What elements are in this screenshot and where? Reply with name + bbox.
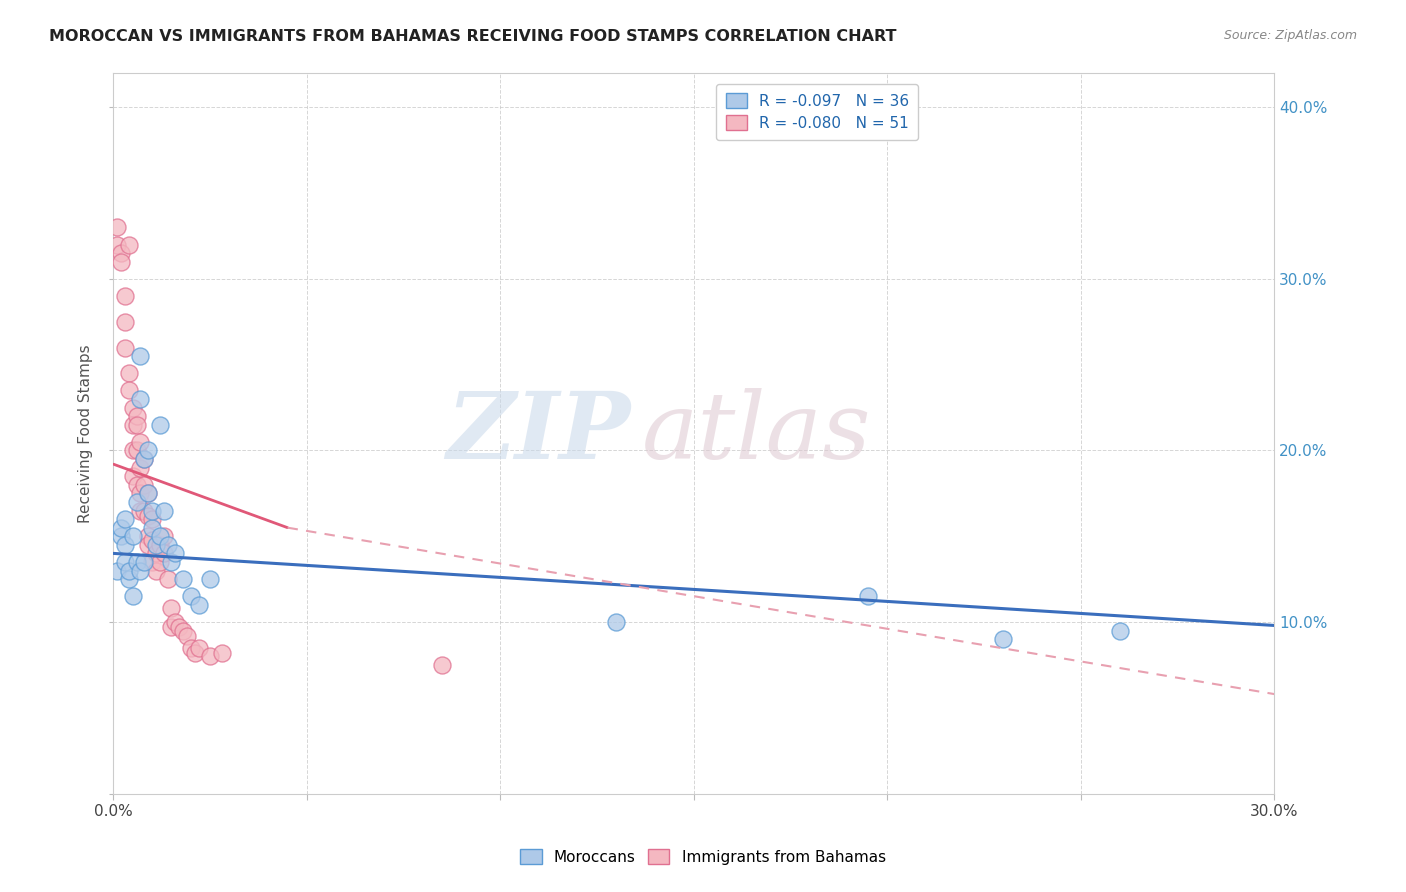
Point xyxy=(114,341,136,355)
Point xyxy=(156,538,179,552)
Point xyxy=(118,572,141,586)
Point xyxy=(211,646,233,660)
Point xyxy=(129,460,152,475)
Point xyxy=(129,392,152,406)
Point xyxy=(167,620,190,634)
Point xyxy=(110,529,132,543)
Point xyxy=(134,452,156,467)
Point xyxy=(136,529,159,543)
Point xyxy=(125,443,148,458)
Point xyxy=(110,246,132,260)
Point xyxy=(145,546,167,560)
Point xyxy=(156,572,179,586)
Point xyxy=(114,512,136,526)
Point xyxy=(110,254,132,268)
Point xyxy=(105,237,128,252)
Point xyxy=(114,289,136,303)
Point xyxy=(145,564,167,578)
Point xyxy=(198,649,221,664)
Point xyxy=(121,443,143,458)
Point xyxy=(136,508,159,523)
Point xyxy=(993,632,1015,647)
Point xyxy=(1108,624,1130,638)
Point xyxy=(432,657,454,672)
Y-axis label: Receiving Food Stamps: Receiving Food Stamps xyxy=(79,344,93,523)
Point xyxy=(165,546,187,560)
Point xyxy=(118,384,141,398)
Point xyxy=(160,601,183,615)
Point xyxy=(125,495,148,509)
Point xyxy=(121,589,143,603)
Point xyxy=(180,640,202,655)
Point xyxy=(114,555,136,569)
Point xyxy=(176,629,198,643)
Point xyxy=(114,538,136,552)
Point xyxy=(110,521,132,535)
Point xyxy=(187,598,209,612)
Point xyxy=(605,615,627,629)
Point xyxy=(141,512,163,526)
Point xyxy=(183,646,205,660)
Point xyxy=(118,366,141,380)
Point xyxy=(129,564,152,578)
Point xyxy=(145,538,167,552)
Point xyxy=(121,401,143,415)
Point xyxy=(105,220,128,235)
Point xyxy=(198,572,221,586)
Point xyxy=(172,624,194,638)
Point xyxy=(134,503,156,517)
Point xyxy=(134,452,156,467)
Point xyxy=(121,529,143,543)
Point xyxy=(125,417,148,432)
Point xyxy=(136,486,159,500)
Point xyxy=(152,529,174,543)
Point xyxy=(149,555,172,569)
Point xyxy=(160,555,183,569)
Point xyxy=(152,546,174,560)
Point xyxy=(136,443,159,458)
Legend: R = -0.097   N = 36, R = -0.080   N = 51: R = -0.097 N = 36, R = -0.080 N = 51 xyxy=(717,84,918,140)
Text: atlas: atlas xyxy=(641,388,872,478)
Point xyxy=(129,434,152,449)
Point xyxy=(141,533,163,547)
Point xyxy=(134,477,156,491)
Point xyxy=(125,409,148,424)
Point xyxy=(180,589,202,603)
Point xyxy=(118,564,141,578)
Point xyxy=(134,555,156,569)
Point xyxy=(125,555,148,569)
Point xyxy=(149,529,172,543)
Point xyxy=(141,555,163,569)
Point xyxy=(141,503,163,517)
Text: ZIP: ZIP xyxy=(446,388,630,478)
Point xyxy=(856,589,879,603)
Point xyxy=(141,521,163,535)
Point xyxy=(172,572,194,586)
Point xyxy=(125,477,148,491)
Point xyxy=(129,503,152,517)
Point xyxy=(118,237,141,252)
Point xyxy=(121,417,143,432)
Legend: Moroccans, Immigrants from Bahamas: Moroccans, Immigrants from Bahamas xyxy=(515,843,891,871)
Point xyxy=(136,538,159,552)
Point xyxy=(152,503,174,517)
Point xyxy=(187,640,209,655)
Point xyxy=(129,349,152,363)
Point xyxy=(121,469,143,483)
Text: Source: ZipAtlas.com: Source: ZipAtlas.com xyxy=(1223,29,1357,42)
Point xyxy=(149,417,172,432)
Point xyxy=(129,486,152,500)
Point xyxy=(160,620,183,634)
Point xyxy=(114,315,136,329)
Point xyxy=(105,564,128,578)
Point xyxy=(165,615,187,629)
Text: MOROCCAN VS IMMIGRANTS FROM BAHAMAS RECEIVING FOOD STAMPS CORRELATION CHART: MOROCCAN VS IMMIGRANTS FROM BAHAMAS RECE… xyxy=(49,29,897,44)
Point xyxy=(149,538,172,552)
Point xyxy=(136,486,159,500)
